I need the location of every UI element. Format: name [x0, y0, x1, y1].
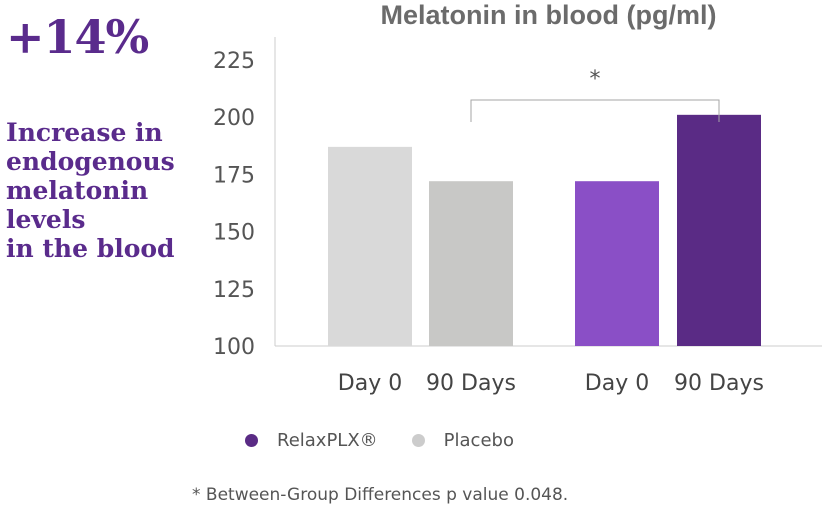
legend-dot-icon: [411, 434, 425, 447]
bars: [328, 114, 761, 346]
chart-title: Melatonin in blood (pg/ml): [380, 0, 717, 30]
y-tick-labels: 100 125 150 175 200 225: [213, 49, 255, 360]
footnote: * Between-Group Differences p value 0.04…: [192, 485, 569, 505]
headline: +14% Increase in endogenous melatonin le…: [6, 10, 175, 263]
headline-description: Increase in endogenous melatonin levels …: [6, 118, 216, 263]
headline-line: melatonin: [6, 176, 149, 205]
bracket-line: [470, 99, 720, 122]
bar-chart: 100 125 150 175 200 225 Day 0 90 Days Day 0 90 D…: [213, 37, 822, 396]
headline-line: Increase in: [6, 118, 163, 147]
legend-dot-icon: [245, 434, 258, 447]
y-tick-label: 150: [213, 221, 255, 246]
significance-marker: *: [590, 67, 601, 92]
y-tick-label: 225: [213, 49, 255, 74]
bar: [575, 181, 659, 346]
x-category-label: 90 Days: [674, 371, 764, 396]
bar: [677, 114, 761, 346]
x-category-labels: Day 0 90 Days Day 0 90 Days: [338, 371, 764, 396]
legend-item-relaxplx: RelaxPLX®: [245, 430, 378, 451]
headline-line: in the blood: [6, 234, 175, 263]
y-tick-label: 125: [213, 278, 255, 303]
y-tick-label: 100: [213, 335, 255, 360]
legend-label: Placebo: [443, 430, 514, 451]
y-tick-label: 200: [213, 106, 255, 131]
bar: [328, 146, 412, 346]
headline-line: levels: [6, 205, 86, 234]
headline-percentage: +14%: [6, 10, 149, 64]
x-category-label: 90 Days: [426, 371, 516, 396]
y-tick-label: 175: [213, 163, 255, 188]
x-category-label: Day 0: [585, 371, 649, 396]
bar: [429, 181, 513, 346]
significance-bracket: *: [470, 67, 720, 122]
legend: RelaxPLX® Placebo: [245, 430, 548, 451]
headline-line: endogenous: [6, 147, 175, 176]
legend-label: RelaxPLX®: [277, 430, 378, 451]
x-category-label: Day 0: [338, 371, 402, 396]
legend-item-placebo: Placebo: [411, 430, 514, 451]
